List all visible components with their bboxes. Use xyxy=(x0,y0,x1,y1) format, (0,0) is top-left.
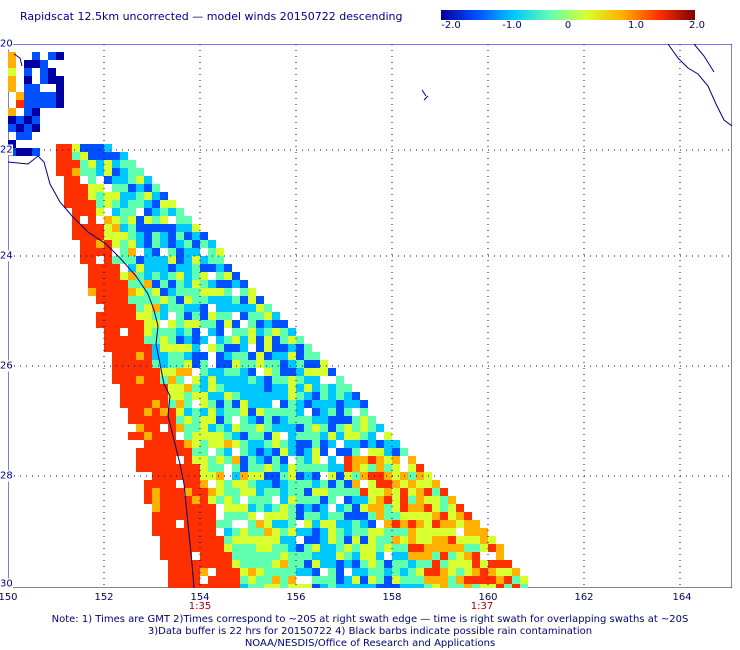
longitude-tick: 162 xyxy=(574,592,594,603)
wind-swath xyxy=(8,52,528,588)
colorbar-label: 0 xyxy=(564,20,572,31)
footnote-line: NOAA/NESDIS/Office of Research and Appli… xyxy=(244,638,496,649)
chart-title: Rapidscat 12.5km uncorrected — model win… xyxy=(20,10,403,23)
longitude-tick: 154 xyxy=(190,592,210,603)
latitude-tick: 24 xyxy=(0,250,13,262)
longitude-tick: 156 xyxy=(286,592,306,603)
latitude-tick: 26 xyxy=(0,360,13,372)
longitude-tick: 158 xyxy=(382,592,402,603)
colorbar-label: 2.0 xyxy=(689,20,705,31)
colorbar-label: -1.0 xyxy=(502,20,522,31)
footnote-line: Note: 1) Times are GMT 2)Times correspon… xyxy=(51,614,689,625)
latitude-tick: 20 xyxy=(0,38,13,50)
longitude-tick: 160 xyxy=(478,592,498,603)
longitude-tick: 164 xyxy=(672,592,692,603)
wind-difference-map xyxy=(8,44,732,588)
colorbar xyxy=(441,10,695,20)
new-caledonia-coastline xyxy=(421,44,732,127)
latitude-tick: 22 xyxy=(0,144,13,156)
pass-time-label: 1:35 xyxy=(188,601,212,612)
footnote-line: 3)Data buffer is 22 hrs for 20150722 4) … xyxy=(147,626,593,637)
map-canvas xyxy=(8,44,732,588)
pass-time-label: 1:37 xyxy=(470,601,494,612)
graticule xyxy=(8,44,732,588)
colorbar-label: 1.0 xyxy=(628,20,644,31)
colorbar-label: -2.0 xyxy=(441,20,461,31)
australia-coastline xyxy=(8,53,195,588)
latitude-tick: 28 xyxy=(0,470,13,482)
longitude-tick: 150 xyxy=(0,592,18,603)
longitude-tick: 152 xyxy=(94,592,114,603)
latitude-tick: 30 xyxy=(0,578,13,590)
